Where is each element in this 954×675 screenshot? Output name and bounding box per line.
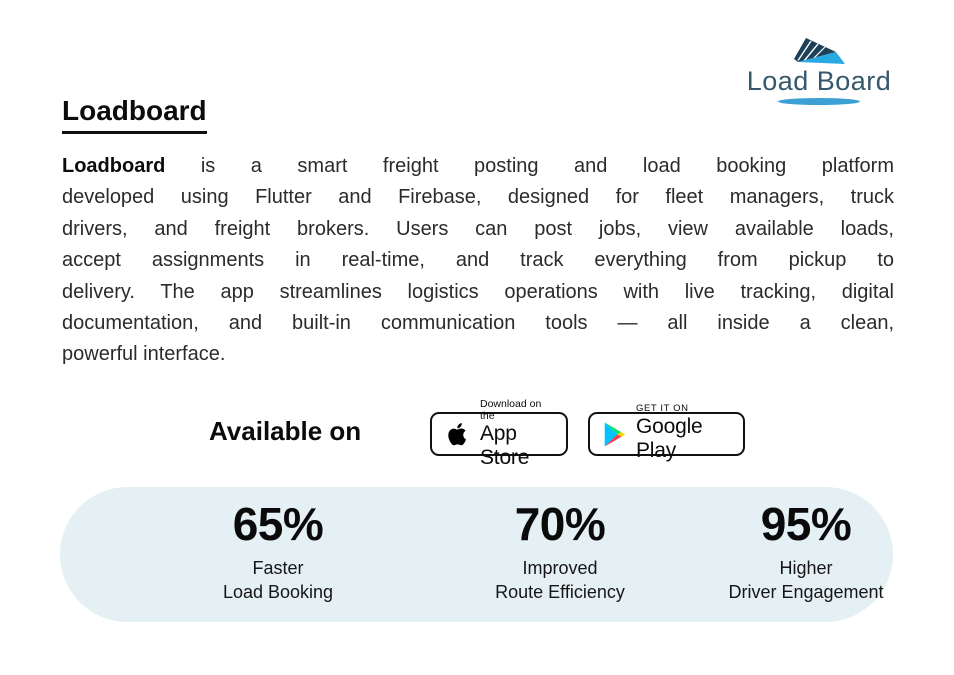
stat-label-line1: Higher (779, 558, 833, 579)
stat-label: Improved Route Efficiency (440, 556, 680, 604)
stat-label-line2: Load Booking (222, 582, 334, 603)
stat-label-line2: Route Efficiency (495, 582, 625, 603)
stat-label-line1: Improved (522, 558, 598, 579)
app-description: Loadboard is a smart freight posting and… (62, 151, 894, 371)
description-line: Loadboard is a smart freight posting and… (62, 151, 894, 182)
app-store-badge-line1: Download on the (480, 397, 542, 422)
description-line: powerful interface. (62, 343, 226, 366)
google-play-badge-line2: Google Play (636, 415, 703, 463)
sail-icon (794, 38, 845, 64)
description-line: drivers, and freight brokers. Users can … (62, 217, 894, 240)
loadboard-logo: Load Board (744, 36, 894, 105)
logo-swoosh (778, 98, 860, 105)
logo-wordmark: Load Board (746, 66, 892, 96)
app-store-badge-text: Download on the App Store (480, 398, 553, 470)
description-line: delivery. The app streamlines logistics … (62, 280, 894, 303)
google-play-badge[interactable]: GET IT ON Google Play (588, 403, 745, 462)
stat-label: Faster Load Booking (158, 556, 398, 604)
stat-higher-driver-engagement: 95% Higher Driver Engagement (686, 497, 926, 604)
google-play-badge-line1: GET IT ON (636, 403, 689, 415)
description-line-text: is a smart freight posting and load book… (165, 155, 894, 177)
description-lead-bold: Loadboard (62, 155, 166, 177)
stat-label-line1: Faster (252, 558, 304, 579)
stat-faster-load-booking: 65% Faster Load Booking (158, 497, 398, 604)
app-store-badge-line2: App Store (480, 421, 530, 470)
stats-pill: 65% Faster Load Booking 70% Improved Rou… (60, 487, 893, 622)
google-play-badge-text: GET IT ON Google Play (636, 403, 730, 463)
description-line: documentation, and built-in communicatio… (62, 312, 894, 335)
stat-label-line2: Driver Engagement (728, 582, 884, 603)
stat-improved-route-efficiency: 70% Improved Route Efficiency (440, 497, 680, 604)
app-store-badge[interactable]: Download on the App Store (430, 398, 568, 469)
description-line: developed using Flutter and Firebase, de… (62, 186, 894, 209)
stat-value: 95% (760, 498, 852, 550)
stat-value: 65% (232, 498, 324, 550)
stat-value: 70% (514, 498, 606, 550)
available-on-label: Available on (209, 416, 362, 446)
page-title: Loadboard (62, 95, 207, 134)
play-triangle-icon (603, 421, 627, 448)
stat-label: Higher Driver Engagement (686, 556, 926, 604)
description-line: accept assignments in real-time, and tra… (62, 249, 894, 272)
apple-icon (445, 419, 471, 449)
